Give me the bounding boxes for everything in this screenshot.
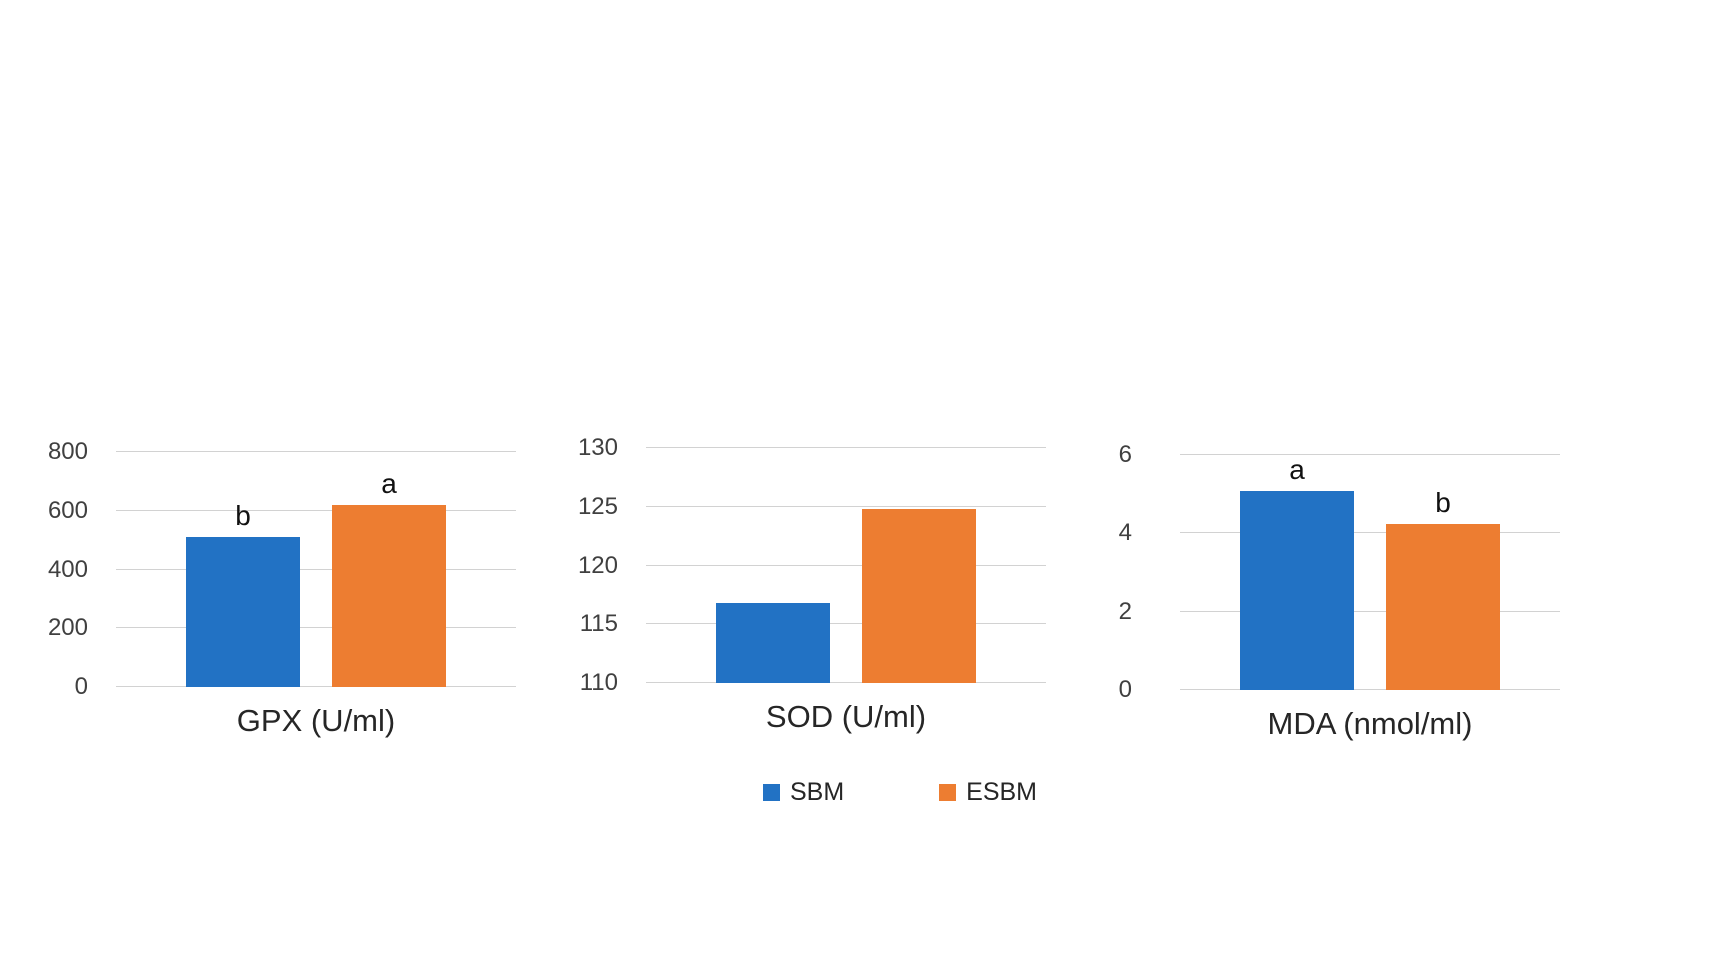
gridline [1180, 689, 1560, 690]
gridline [646, 447, 1046, 448]
bar-group-sbm: a [1240, 454, 1354, 690]
y-tick-label: 110 [579, 669, 618, 696]
gridline [646, 623, 1046, 625]
chart-sod-plot-area [646, 447, 1046, 683]
y-tick-label: 4 [1118, 519, 1132, 547]
gridline [116, 627, 516, 629]
legend-swatch-sbm [762, 784, 780, 801]
gridline [646, 505, 1046, 507]
chart-mda-y-axis: 0 2 4 6 [1062, 443, 1132, 702]
gridline [116, 451, 516, 452]
legend-label-esbm: ESBM [966, 778, 1038, 806]
y-tick-label: 200 [47, 614, 88, 642]
bar-group-sbm: b [186, 452, 300, 687]
gridline [1180, 532, 1560, 534]
y-tick-label: 800 [47, 438, 88, 465]
legend-label-sbm: SBM [789, 778, 845, 806]
y-tick-label: 600 [47, 496, 88, 524]
significance-label: a [381, 468, 397, 500]
gridline [116, 509, 516, 511]
bar-esbm [332, 504, 446, 687]
bar-sbm [716, 603, 830, 683]
gridline [116, 568, 516, 570]
chart-sod: 110 115 120 125 130 SOD (U/ml) [548, 436, 1046, 735]
bar-esbm [862, 509, 976, 683]
chart-title-gpx: GPX (U/ml) [236, 703, 396, 738]
chart-sod-y-axis: 110 115 120 125 130 [548, 436, 618, 695]
y-tick-label: 115 [579, 610, 618, 638]
chart-title-mda: MDA (nmol/ml) [1267, 706, 1473, 741]
gridline [646, 564, 1046, 566]
bar-group-esbm [862, 448, 976, 683]
y-tick-label: 6 [1118, 441, 1132, 468]
legend-item-sbm: SBM [762, 778, 845, 807]
y-tick-label: 400 [47, 555, 88, 583]
significance-label: a [1289, 454, 1305, 485]
y-tick-label: 130 [577, 434, 618, 461]
gridline [646, 682, 1046, 683]
chart-title-sod: SOD (U/ml) [765, 699, 927, 734]
gridline [116, 686, 516, 687]
chart-gpx-y-axis: 0 200 400 600 800 [18, 440, 88, 699]
bar-group-esbm: a [332, 452, 446, 687]
y-tick-label: 0 [74, 673, 88, 700]
bar-group-esbm: b [1386, 455, 1500, 690]
y-tick-label: 2 [1118, 597, 1132, 625]
bar-sbm [186, 537, 300, 687]
legend-swatch-esbm [939, 784, 957, 801]
bar-group-sbm [716, 448, 830, 683]
bars-container [646, 448, 1046, 683]
significance-label: b [235, 500, 251, 532]
y-tick-label: 0 [1118, 676, 1132, 703]
y-tick-label: 120 [577, 551, 618, 579]
bar-sbm [1240, 490, 1354, 690]
significance-label: b [1435, 486, 1451, 518]
chart-sod-body: 110 115 120 125 130 [548, 436, 1046, 695]
bar-esbm [1386, 523, 1500, 690]
legend-item-esbm: ESBM [939, 778, 1037, 807]
legend: SBM ESBM [690, 778, 1110, 807]
y-tick-label: 125 [577, 492, 618, 520]
gridline [1180, 610, 1560, 612]
gridline [1180, 454, 1560, 455]
